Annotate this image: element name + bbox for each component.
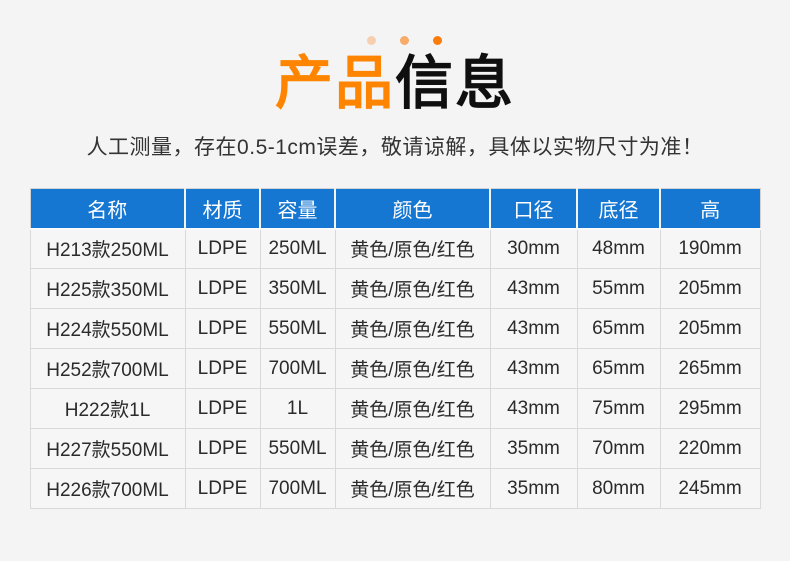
table-cell: 265mm [659, 348, 761, 389]
table-cell: H222款1L [29, 388, 186, 429]
table-cell: 黄色/原色/红色 [334, 268, 491, 309]
table-cell: H227款550ML [29, 428, 186, 469]
page-title-highlight: 产品 [274, 51, 395, 116]
table-row: H252款700ML LDPE 700ML 黄色/原色/红色 43mm 65mm 265mm [29, 348, 761, 389]
table-cell: 43mm [489, 308, 578, 349]
page-title: 产品信息 [0, 52, 790, 116]
table-cell: 245mm [659, 468, 761, 509]
orange-dot-icon [432, 36, 442, 45]
table-cell: 35mm [489, 468, 578, 509]
page-title-rest: 信息 [395, 51, 516, 116]
product-spec-table: 名称 材质 容量 颜色 口径 底径高 H213款250ML LDPE 250ML 黄色/原色/红… [29, 188, 761, 509]
table-header-cell: 高 [659, 188, 760, 230]
table-body: H213款250ML LDPE 250ML 黄色/原色/红色 30mm 48mm 190mm… [29, 228, 761, 509]
table-cell: 48mm [576, 228, 661, 269]
table-cell: H213款250ML [29, 228, 186, 269]
table-cell: 35mm [489, 428, 578, 469]
table-cell: 700ML [259, 348, 336, 389]
table-row: H226款700ML LDPE 700ML 黄色/原色/红色 35mm 80mm 245mm [29, 468, 761, 509]
table-cell: H224款550ML [29, 308, 186, 349]
table-cell: H225款350ML [29, 268, 186, 309]
table-cell: 65mm [576, 348, 661, 389]
table-cell: 43mm [489, 348, 578, 389]
table-cell: 黄色/原色/红色 [334, 308, 491, 349]
table-cell: 205mm [659, 268, 761, 309]
table-cell: LDPE [184, 268, 261, 309]
table-header-cell: 容量 [259, 188, 335, 230]
table-row: H227款550ML LDPE 550ML 黄色/原色/红色 35mm 70mm 220mm [29, 428, 761, 469]
table-cell: 550ML [259, 428, 336, 469]
table-cell: 黄色/原色/红色 [334, 388, 491, 429]
table-header-cell: 材质 [184, 188, 260, 230]
table-cell: 250ML [259, 228, 336, 269]
table-cell: LDPE [184, 468, 261, 509]
table-cell: LDPE [184, 228, 261, 269]
table-cell: LDPE [184, 308, 261, 349]
table-cell: 43mm [489, 268, 578, 309]
orange-dot-icon [366, 36, 376, 45]
table-cell: LDPE [184, 428, 261, 469]
table-cell: 黄色/原色/红色 [334, 428, 491, 469]
decorative-dots-icon [9, 0, 790, 45]
table-cell: 43mm [489, 388, 578, 429]
table-cell: 205mm [659, 308, 761, 349]
table-row: H222款1L LDPE 1L 黄色/原色/红色 43mm 75mm 295mm [29, 388, 761, 429]
table-cell: 190mm [659, 228, 761, 269]
table-row: H224款550ML LDPE 550ML 黄色/原色/红色 43mm 65mm 205mm [29, 308, 761, 349]
table-cell: 700ML [259, 468, 336, 509]
table-cell: 80mm [576, 468, 661, 509]
table-cell: H252款700ML [29, 348, 186, 389]
measurement-disclaimer: 人工测量，存在0.5-1cm误差，敬请谅解，具体以实物尺寸为准！ [86, 136, 704, 159]
table-header-row: 名称 材质 容量 颜色 口径 底径高 [30, 188, 760, 230]
table-cell: 黄色/原色/红色 [334, 228, 491, 269]
table-cell: 550ML [259, 308, 336, 349]
table-header-cell: 底径 [576, 188, 660, 230]
table-cell: 70mm [576, 428, 661, 469]
table-header-cell: 名称 [30, 188, 185, 230]
table-cell: 30mm [489, 228, 578, 269]
table-cell: 295mm [659, 388, 761, 429]
table-cell: 黄色/原色/红色 [334, 348, 491, 389]
table-cell: 75mm [576, 388, 661, 429]
table-header-cell: 颜色 [334, 188, 490, 230]
table-cell: LDPE [184, 388, 261, 429]
table-row: H225款350ML LDPE 350ML 黄色/原色/红色 43mm 55mm 205mm [29, 268, 761, 309]
table-cell: 黄色/原色/红色 [334, 468, 491, 509]
table-cell: H226款700ML [29, 468, 186, 509]
table-cell: 1L [259, 388, 336, 429]
orange-dot-icon [399, 36, 409, 45]
table-header-cell: 口径 [489, 188, 577, 230]
table-cell: 65mm [576, 308, 661, 349]
table-row: H213款250ML LDPE 250ML 黄色/原色/红色 30mm 48mm 190mm [29, 228, 761, 269]
table-cell: 55mm [576, 268, 661, 309]
table-cell: 350ML [259, 268, 336, 309]
table-cell: 220mm [659, 428, 761, 469]
table-cell: LDPE [184, 348, 261, 389]
